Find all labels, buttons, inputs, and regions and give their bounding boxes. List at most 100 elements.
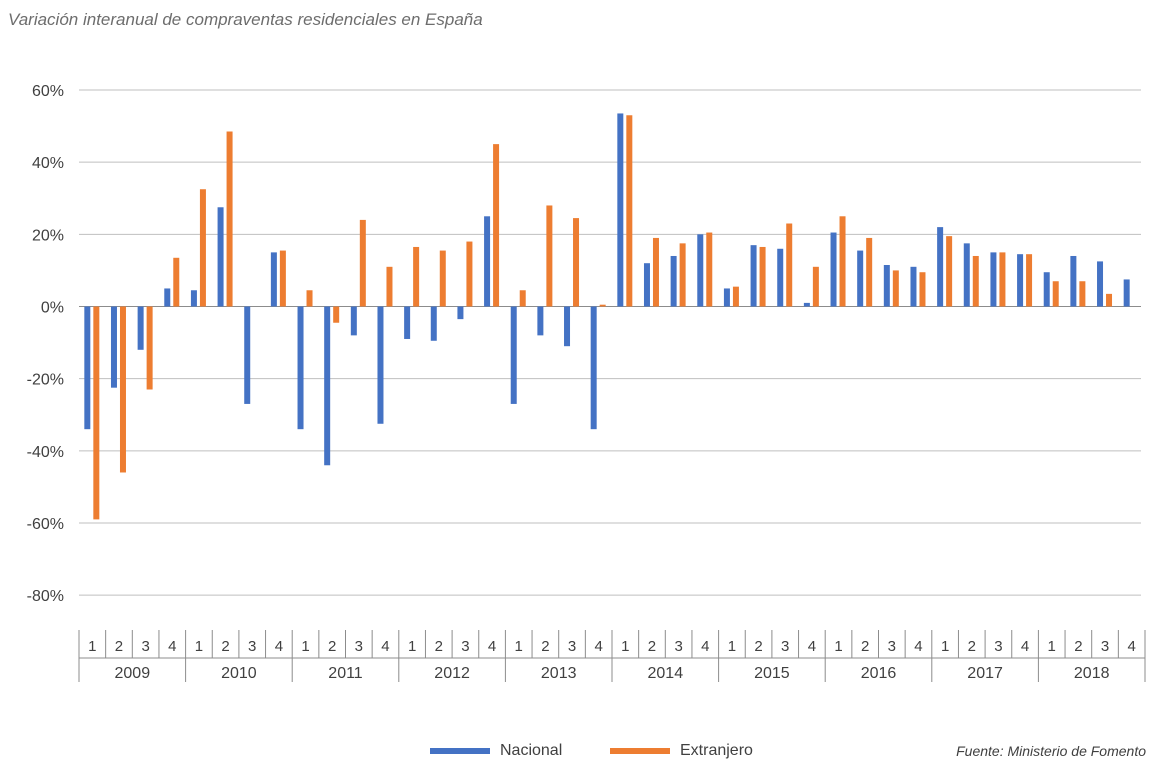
year-label: 2010 [221, 665, 257, 682]
bar-extranjero [306, 290, 313, 307]
quarter-label: 4 [914, 638, 922, 655]
bar-nacional [244, 306, 251, 404]
quarter-label: 1 [88, 638, 96, 655]
bar-extranjero [279, 250, 286, 307]
bar-nacional [564, 306, 571, 347]
quarter-label: 4 [1021, 638, 1029, 655]
bar-nacional [404, 306, 411, 339]
bar-nacional [430, 306, 437, 341]
bar-extranjero [1106, 293, 1113, 307]
quarter-label: 3 [568, 638, 576, 655]
legend-swatch-nacional [430, 748, 490, 754]
quarter-label: 1 [515, 638, 523, 655]
bar-nacional [937, 227, 944, 307]
bar-nacional [350, 306, 357, 336]
quarter-label: 3 [461, 638, 469, 655]
legend-label-extranjero: Extranjero [680, 742, 753, 759]
bar-extranjero [759, 246, 766, 307]
y-tick-label: -40% [27, 444, 64, 461]
y-axis: 60% 40% 20% 0% -20% -40% -60% -80% [27, 83, 64, 605]
year-label: 2016 [861, 665, 897, 682]
bar-nacional [270, 252, 277, 307]
quarter-label: 1 [195, 638, 203, 655]
quarter-label: 2 [648, 638, 656, 655]
y-tick-label: -20% [27, 372, 64, 389]
bar-extranjero [946, 236, 953, 307]
y-tick-label: 20% [32, 227, 64, 244]
quarter-label: 1 [408, 638, 416, 655]
bar-nacional [777, 248, 784, 307]
bar-extranjero [786, 223, 793, 307]
bar-nacional [110, 306, 117, 388]
bar-extranjero [1079, 281, 1086, 307]
quarter-label: 4 [381, 638, 389, 655]
chart-title: Variación interanual de compraventas res… [8, 10, 483, 29]
bar-extranjero [839, 216, 846, 307]
quarter-label: 1 [834, 638, 842, 655]
quarter-label: 2 [968, 638, 976, 655]
quarter-label: 2 [541, 638, 549, 655]
bar-nacional [297, 306, 304, 430]
bar-nacional [590, 306, 597, 430]
x-axis: 1 2 3 4 1 2 3 4 1 2 3 4 1 2 3 4 1 2 3 4 1 2 3 4 1 2 3 4 1 2 3 4 1 2 3 4 1 2 3 4… [78, 630, 1146, 682]
year-label: 2015 [754, 665, 790, 682]
bar-nacional [990, 252, 997, 307]
quarter-label: 4 [595, 638, 603, 655]
year-label: 2012 [434, 665, 470, 682]
quarter-label: 3 [674, 638, 682, 655]
bar-nacional [750, 245, 757, 307]
bar-extranjero [413, 246, 420, 307]
quarter-label: 2 [1074, 638, 1082, 655]
bar-nacional [1043, 272, 1050, 307]
bar-nacional [190, 290, 197, 307]
bar-extranjero [199, 189, 206, 307]
bar-nacional [910, 266, 917, 307]
year-label: 2009 [115, 665, 151, 682]
quarter-label: 3 [994, 638, 1002, 655]
bars [84, 113, 1130, 520]
bar-extranjero [1052, 281, 1059, 307]
bar-extranjero [93, 306, 100, 520]
bar-nacional [723, 288, 730, 307]
quarter-label: 1 [301, 638, 309, 655]
quarter-label: 4 [701, 638, 709, 655]
quarter-label: 4 [488, 638, 496, 655]
bar-nacional [963, 243, 970, 307]
quarter-label: 2 [328, 638, 336, 655]
bar-extranjero [333, 306, 340, 323]
bar-nacional [1017, 254, 1024, 307]
legend-item-extranjero: Extranjero [610, 742, 753, 760]
bar-extranjero [173, 257, 180, 307]
legend-swatch-extranjero [610, 748, 670, 754]
bar-extranjero [226, 131, 233, 307]
quarter-label: 1 [621, 638, 629, 655]
quarter-label: 3 [888, 638, 896, 655]
year-label: 2018 [1074, 665, 1110, 682]
quarter-label: 4 [1128, 638, 1136, 655]
quarter-label: 3 [248, 638, 256, 655]
bar-extranjero [119, 306, 126, 473]
bar-nacional [643, 263, 650, 307]
bar-nacional [377, 306, 384, 424]
bar-nacional [830, 232, 837, 307]
bar-extranjero [546, 205, 553, 307]
y-tick-label: -80% [27, 588, 64, 605]
bar-extranjero [706, 232, 713, 307]
bar-extranjero [1026, 254, 1033, 307]
quarter-label: 1 [941, 638, 949, 655]
quarter-label: 2 [754, 638, 762, 655]
bar-extranjero [732, 286, 739, 307]
bar-extranjero [866, 237, 873, 307]
bar-extranjero [439, 250, 446, 307]
bar-extranjero [919, 272, 926, 307]
bar-extranjero [599, 304, 606, 307]
quarter-label: 2 [861, 638, 869, 655]
bar-extranjero [519, 290, 526, 307]
quarter-label: 3 [141, 638, 149, 655]
bar-nacional [457, 306, 464, 320]
quarter-label: 4 [168, 638, 176, 655]
year-label: 2011 [328, 665, 363, 682]
bar-nacional [857, 250, 864, 307]
bar-extranjero [812, 266, 819, 307]
